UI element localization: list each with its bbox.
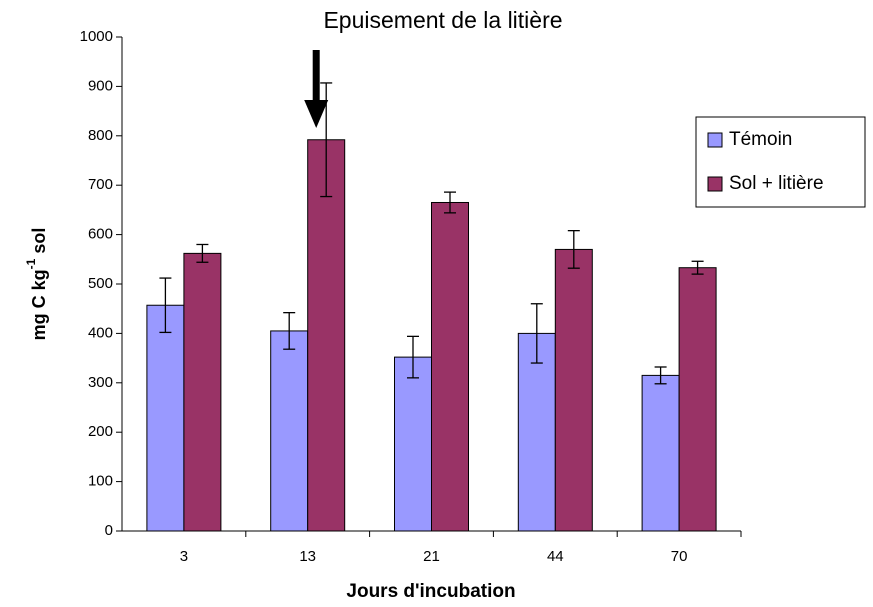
y-tick-label: 700 xyxy=(88,176,113,193)
y-tick-label: 200 xyxy=(88,423,113,440)
legend-swatch xyxy=(707,132,723,148)
error-bar xyxy=(407,335,419,379)
bar xyxy=(554,248,593,532)
arrow-head xyxy=(304,100,329,128)
legend-label: Témoin xyxy=(729,129,792,150)
x-axis-label: Jours d'incubation xyxy=(346,581,515,602)
error-bar xyxy=(444,191,456,214)
y-tick-label: 0 xyxy=(105,522,113,539)
bar xyxy=(641,374,680,532)
x-tick-label: 21 xyxy=(423,548,440,565)
y-tick-label: 100 xyxy=(88,473,113,490)
x-tick-label: 3 xyxy=(180,548,188,565)
bar xyxy=(307,139,346,532)
annotation: Epuisement de la litière xyxy=(323,7,562,33)
error-bar xyxy=(196,243,209,263)
legend-box xyxy=(695,116,866,208)
bar xyxy=(431,201,469,532)
y-tick-label: 900 xyxy=(88,77,113,94)
y-tick-label: 1000 xyxy=(80,28,113,45)
y-tick-label: 300 xyxy=(88,374,113,391)
bar xyxy=(146,304,185,532)
bar xyxy=(678,267,717,532)
x-tick-label: 44 xyxy=(547,548,564,565)
y-tick-label: 800 xyxy=(88,127,113,144)
legend-label: Sol + litière xyxy=(729,173,824,194)
error-bar xyxy=(567,229,580,269)
y-axis-label: mg C kg-1 sol xyxy=(24,228,49,341)
error-bar xyxy=(283,312,296,350)
error-bar xyxy=(691,260,704,275)
y-tick-label: 500 xyxy=(88,275,113,292)
bar xyxy=(394,356,432,532)
legend-swatch xyxy=(707,176,723,192)
bar xyxy=(517,332,556,532)
bar xyxy=(270,330,309,532)
error-bar xyxy=(654,366,667,385)
error-bar xyxy=(530,303,543,364)
error-bar xyxy=(159,277,172,334)
x-tick-label: 13 xyxy=(299,548,316,565)
bar xyxy=(183,252,222,532)
x-tick-label: 70 xyxy=(671,548,688,565)
y-tick-label: 400 xyxy=(88,324,113,341)
y-tick-label: 600 xyxy=(88,226,113,243)
